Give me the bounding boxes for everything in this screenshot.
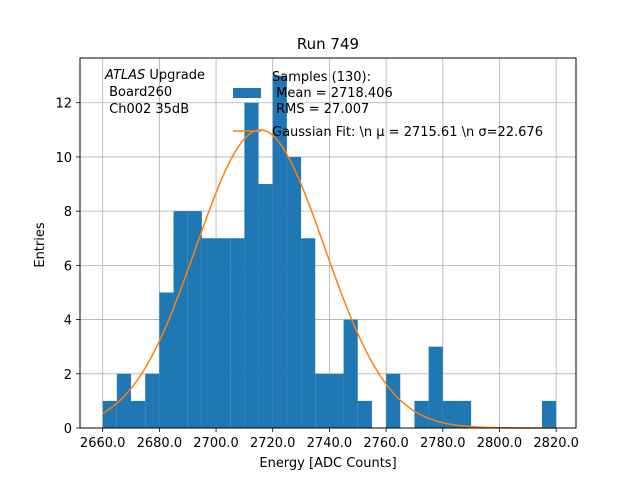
annotation-rest: Upgrade [145,68,205,83]
histogram-bar [159,292,174,428]
x-axis-label: Energy [ADC Counts] [259,456,396,471]
legend-histogram-line2: Mean = 2718.406 [272,86,393,101]
histogram-bars [102,75,557,428]
y-tick-label: 2 [64,368,72,383]
x-tick-label: 2660.0 [80,436,126,451]
y-tick-label: 8 [64,205,72,220]
histogram-bar [329,373,344,428]
histogram-bar [187,211,202,428]
histogram-bar [201,238,217,428]
chart-title: Run 749 [297,35,359,53]
histogram-bar [272,75,287,428]
histogram-bar [315,373,330,428]
histogram-bar [301,238,316,428]
histogram-bar [357,400,372,428]
y-tick-label: 4 [64,314,72,329]
histogram-bar [541,400,557,428]
legend-histogram-line1: Samples (130): [272,70,371,85]
histogram-bar [216,238,231,428]
x-tick-label: 2800.0 [477,436,523,451]
y-tick-label: 10 [55,151,72,166]
histogram-bar [386,373,401,428]
annotation-experiment: ATLAS [104,68,145,83]
x-tick-label: 2700.0 [193,436,239,451]
annotation-channel: Ch002 35dB [105,102,189,117]
histogram-bar [131,400,146,428]
gaussian-fit [102,129,557,429]
legend-histogram-line3: RMS = 27.007 [272,102,369,117]
histogram-bar [456,400,472,428]
svg-text:ATLAS Upgrade: ATLAS Upgrade [104,68,205,83]
histogram-bar [286,156,302,428]
histogram-bar [428,346,443,428]
atlas-annotation: ATLAS Upgrade Board260 Ch002 35dB [104,68,205,117]
axis-ticks: 2660.0 2680.0 2700.0 2720.0 2740.0 2760.0 2780… [55,97,578,451]
y-tick-label: 6 [64,259,72,274]
histogram-bar [230,238,245,428]
y-tick-label: 12 [55,97,72,112]
histogram-bar [442,400,457,428]
plot-frame [79,57,577,429]
x-tick-label: 2740.0 [307,436,353,451]
histogram-bar [258,184,273,428]
gaussian-fit-line [102,129,557,429]
histogram-bar [116,373,132,428]
histogram-bar [173,211,188,428]
annotation-board: Board260 [105,85,172,100]
legend-histogram-swatch [233,88,261,98]
x-tick-label: 2780.0 [420,436,466,451]
x-tick-label: 2720.0 [250,436,296,451]
y-tick-label: 0 [64,422,72,437]
x-tick-label: 2760.0 [363,436,409,451]
x-tick-label: 2680.0 [137,436,183,451]
legend-fit-label: Gaussian Fit: \n μ = 2715.61 \n σ=22.676 [272,125,543,140]
histogram-bar [244,102,259,428]
histogram-bar [102,400,117,428]
histogram-bar [343,319,358,428]
histogram-bar [145,373,160,428]
x-tick-label: 2820.0 [533,436,579,451]
y-axis-label: Entries [33,222,48,268]
legend: Samples (130): Mean = 2718.406 RMS = 27.… [233,70,543,140]
